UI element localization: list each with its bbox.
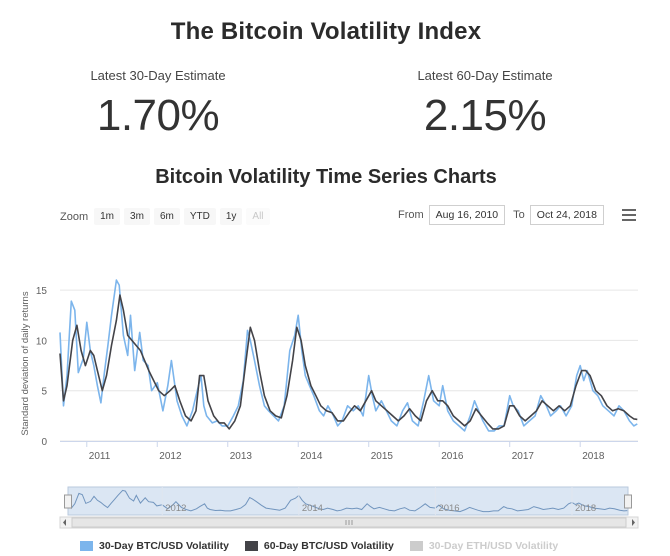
legend-item-30-day-eth[interactable]: 30-Day ETH/USD Volatility [409, 540, 559, 552]
x-tick-label: 2014 [300, 451, 323, 462]
volatility-chart: 0 5 10 15 2011 2012 2013 2014 2015 2016 2017 2018 St… [20, 279, 639, 529]
zoom-label: Zoom [60, 210, 89, 223]
legend-swatch-30-day-eth [409, 541, 423, 551]
from-label: From [398, 209, 424, 221]
y-tick-label: 5 [41, 387, 47, 398]
zoom-ytd-button[interactable]: YTD [183, 208, 216, 225]
navigator-tick-label: 2018 [575, 503, 596, 514]
navigator-tick-label: 2016 [438, 503, 459, 514]
to-date-input[interactable]: Oct 24, 2018 [529, 205, 604, 225]
zoom-3m-button[interactable]: 3m [124, 208, 150, 225]
chart-section-title: Bitcoin Volatility Time Series Charts [155, 166, 497, 188]
x-tick-label: 2013 [230, 451, 253, 462]
stat-30-day-label: Latest 30-Day Estimate [90, 68, 226, 83]
x-tick-label: 2016 [441, 451, 464, 462]
to-label: To [513, 209, 525, 221]
stat-30-day-value: 1.70% [96, 91, 220, 140]
page-title: The Bitcoin Volatility Index [170, 18, 482, 45]
chart-legend: 30-Day BTC/USD Volatility 60-Day BTC/USD… [80, 540, 574, 552]
hamburger-menu-icon[interactable] [622, 209, 636, 224]
y-tick-label: 0 [41, 437, 47, 448]
x-tick-label: 2017 [512, 451, 535, 462]
zoom-1m-button[interactable]: 1m [94, 208, 121, 225]
legend-item-30-day-btc[interactable]: 30-Day BTC/USD Volatility [80, 540, 229, 552]
navigator-series-line [67, 489, 628, 513]
legend-item-60-day-btc[interactable]: 60-Day BTC/USD Volatility [244, 540, 394, 552]
navigator-left-handle[interactable] [64, 494, 72, 509]
zoom-all-button[interactable]: All [246, 208, 270, 225]
stat-60-day-value: 2.15% [423, 91, 547, 140]
x-tick-label: 2012 [159, 451, 182, 462]
zoom-6m-button[interactable]: 6m [153, 208, 180, 225]
series-60-day-btc-line [59, 294, 638, 430]
legend-label-60-day-btc: 60-Day BTC/USD Volatility [263, 540, 394, 552]
scroll-right-arrow-icon[interactable] [632, 519, 635, 526]
stat-30-day: Latest 30-Day Estimate 1.70% [33, 68, 283, 141]
y-tick-label: 10 [36, 336, 48, 347]
legend-swatch-60-day-btc [244, 541, 258, 551]
navigator-right-handle[interactable] [624, 494, 632, 509]
from-date-input[interactable]: Aug 16, 2010 [428, 205, 506, 225]
stat-60-day-label: Latest 60-Day Estimate [417, 68, 553, 83]
legend-swatch-30-day-btc [80, 541, 93, 551]
legend-label-30-day-eth: 30-Day ETH/USD Volatility [428, 540, 559, 552]
x-tick-label: 2015 [371, 451, 394, 462]
scroll-left-arrow-icon[interactable] [63, 519, 66, 526]
navigator-selected-range[interactable] [67, 486, 629, 516]
zoom-1y-button[interactable]: 1y [219, 208, 243, 225]
navigator-tick-label: 2012 [165, 503, 186, 514]
x-tick-label: 2018 [582, 451, 605, 462]
y-tick-label: 15 [36, 286, 48, 297]
stat-60-day: Latest 60-Day Estimate 2.15% [360, 68, 610, 141]
legend-label-30-day-btc: 30-Day BTC/USD Volatility [99, 540, 229, 552]
zoom-selector: Zoom 1m 3m 6m YTD 1y All [60, 208, 274, 225]
navigator-tick-label: 2014 [302, 503, 323, 514]
y-axis-title: Standard deviation of daily returns [20, 291, 31, 435]
x-tick-label: 2011 [89, 451, 111, 462]
date-range: From Aug 16, 2010 To Oct 24, 2018 [398, 205, 612, 225]
